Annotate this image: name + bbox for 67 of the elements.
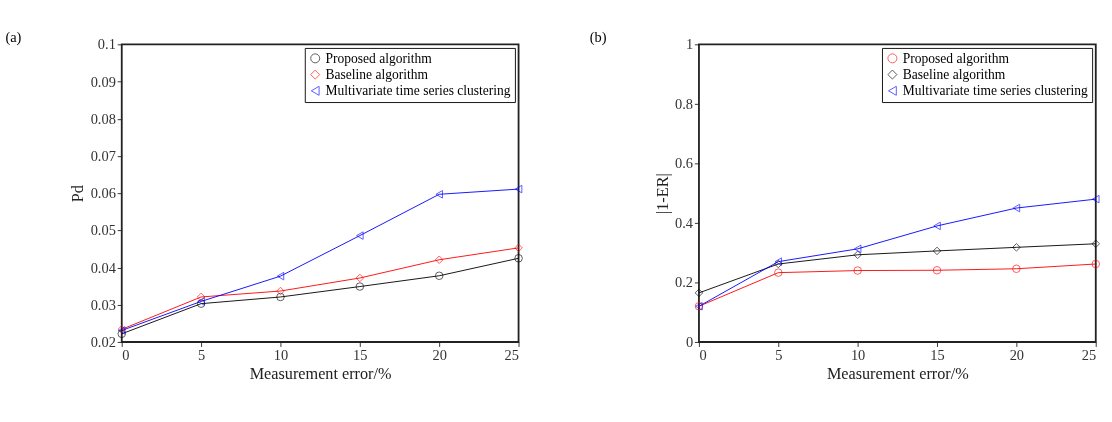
y-tick-label: 0.8	[675, 95, 694, 112]
y-axis-title: |1-ER|	[653, 173, 672, 214]
point	[932, 266, 942, 275]
x-tick-label: 15	[930, 347, 945, 364]
point	[435, 190, 443, 199]
point	[196, 292, 206, 302]
x-tick-label: 20	[432, 347, 447, 364]
legend-label: Baseline algorithm	[325, 67, 429, 83]
y-tick-label: 0.07	[90, 147, 116, 164]
point	[117, 329, 126, 339]
y-tick-label: 0.4	[675, 214, 694, 231]
y-tick-label: 0.03	[90, 296, 116, 313]
point	[355, 282, 365, 291]
x-tick-label: 25	[1081, 347, 1097, 364]
x-tick-label: 5	[775, 347, 783, 364]
y-tick-label: 0.1	[97, 36, 116, 53]
point	[434, 255, 444, 264]
point	[514, 184, 523, 194]
x-axis-title: Measurement error/%	[826, 365, 969, 384]
point	[853, 266, 862, 275]
x-tick-label: 15	[353, 347, 368, 364]
point	[1091, 259, 1100, 269]
point	[514, 254, 523, 263]
point	[1091, 239, 1100, 248]
x-tick-label: 10	[850, 347, 866, 364]
y-tick-label: 0.05	[90, 222, 116, 239]
legend-label: Proposed algorithm	[325, 50, 433, 66]
legend-label: Proposed algorithm	[902, 50, 1010, 66]
y-tick-label: 0	[685, 333, 694, 350]
point	[853, 250, 862, 260]
point	[276, 286, 285, 296]
x-tick-label: 5	[197, 347, 206, 364]
y-tick-label: 0.6	[675, 155, 694, 172]
y-tick-label: 0.04	[90, 259, 116, 276]
x-tick-label: 10	[273, 347, 289, 364]
point	[774, 268, 783, 277]
y-tick-label: 0.2	[675, 274, 694, 291]
point	[276, 292, 285, 302]
legend-label: Baseline algorithm	[902, 67, 1006, 83]
point	[694, 288, 704, 298]
chart-title: (a)	[5, 28, 22, 46]
point	[1092, 194, 1100, 204]
y-tick-label: 0.09	[90, 73, 116, 90]
y-tick-label: 1	[685, 36, 694, 53]
y-axis-title: Pd	[69, 185, 88, 203]
point	[434, 271, 444, 280]
point	[355, 273, 365, 283]
x-axis-title: Measurement error/%	[249, 365, 392, 384]
point	[1012, 203, 1021, 213]
y-tick-label: 0.02	[90, 333, 116, 350]
x-tick-label: 0	[699, 347, 707, 364]
x-tick-label: 0	[122, 347, 130, 364]
point	[1012, 264, 1021, 273]
legend-label: Multivariate time series clustering	[902, 83, 1089, 99]
point	[514, 243, 523, 253]
point	[356, 231, 364, 240]
chart-title: (b)	[589, 28, 607, 46]
point	[853, 244, 862, 254]
x-tick-label: 20	[1009, 347, 1025, 364]
point	[933, 221, 941, 231]
y-tick-label: 0.06	[90, 185, 116, 202]
x-tick-label: 25	[504, 347, 520, 364]
point	[932, 246, 942, 256]
legend-label: Multivariate time series clustering	[325, 83, 511, 99]
point	[1012, 243, 1021, 252]
point	[276, 271, 285, 281]
y-tick-label: 0.08	[90, 110, 116, 127]
